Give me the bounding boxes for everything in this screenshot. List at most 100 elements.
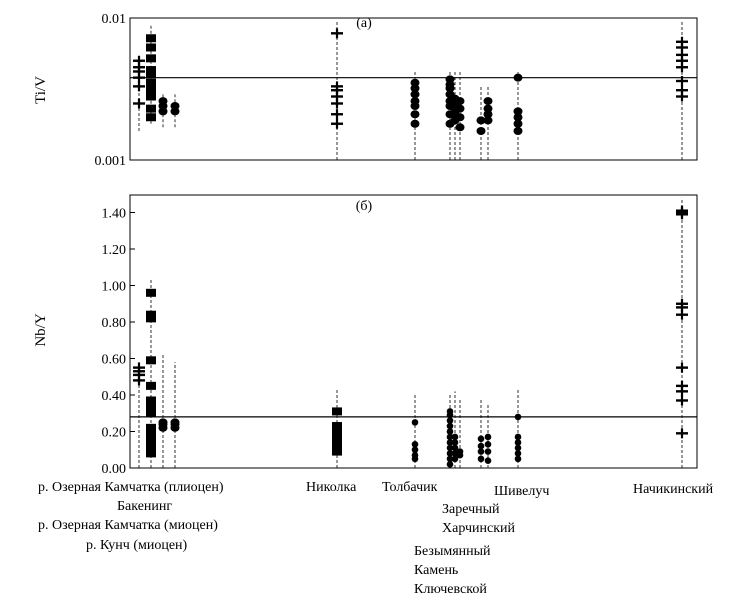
data-point-panel-2-s12-1 [514,450,522,457]
data-point-panel-1-s2-7 [146,54,156,63]
data-point-panel-2-s8-3 [451,439,459,446]
category-label-bakening: Бакенинг [117,499,173,514]
data-point-panel-2-s2-12 [146,288,156,297]
data-point-panel-1-s2-5 [146,70,156,79]
data-point-panel-2-s2-0 [146,449,156,458]
panel-2-ytick-label-5: 1.00 [102,280,127,295]
data-point-panel-1-s3-2 [158,97,168,106]
panel-1-ytick-label-0: 0.01 [102,12,127,27]
data-point-panel-2-s7-4 [446,439,454,446]
data-point-panel-2-s2-8 [146,381,156,390]
data-point-panel-1-s9-1 [455,113,465,122]
data-point-panel-2-s8-2 [451,444,459,452]
data-point-panel-2-s8-0 [451,455,459,463]
data-point-panel-1-s2-0 [146,113,156,122]
data-point-panel-2-s10-1 [477,448,485,455]
data-point-panel-1-s2-1 [146,104,156,113]
data-point-panel-1-s6-0 [410,119,420,128]
panel-1-frame [129,17,698,161]
data-point-panel-2-s7-5 [446,433,454,441]
data-point-panel-2-s11-3 [484,433,492,441]
data-point-panel-2-s2-7 [146,396,156,405]
panel-1-ylabel: Ti/V [33,76,49,104]
data-point-panel-2-s12-0 [514,455,522,463]
data-point-panel-1-s4-1 [170,102,180,111]
data-point-panel-2-s7-2 [446,450,454,457]
data-point-panel-1-s2-6 [146,66,156,75]
data-point-panel-2-s9-1 [456,448,464,455]
data-point-panel-1-s11-0 [483,116,493,125]
data-point-panel-2-s7-0 [446,461,454,468]
data-point-panel-1-s2-8 [146,43,156,52]
data-point-panel-2-s2-9 [146,356,156,365]
panel-1-ytick-label-1: 0.001 [95,154,127,169]
category-label-ozernaya-pliocene: р. Озерная Камчатка (плиоцен) [38,480,224,495]
data-point-panel-1-s6-6 [410,78,420,87]
panel-2-ytick-label-3: 0.60 [102,353,127,368]
data-point-panel-2-s2-4 [146,423,156,432]
data-point-panel-1-s2-2 [146,92,156,101]
data-point-panel-1-s6-3 [410,97,420,106]
data-point-panel-2-s11-1 [484,448,492,455]
data-point-panel-1-s9-0 [455,123,465,132]
data-point-panel-2-s8-1 [451,450,459,457]
data-point-panel-1-s2-3 [146,86,156,95]
data-point-panel-2-s7-8 [446,417,454,424]
data-point-panel-2-s12-4 [514,433,522,441]
category-label-nachikinsky: Начикинский [633,482,714,497]
data-point-panel-2-s7-1 [446,455,454,463]
data-point-panel-1-s9-3 [455,97,465,106]
data-point-panel-2-s6-4 [411,419,419,426]
panel-2-ytick-label-6: 1.20 [102,243,127,258]
category-label-tolbachik: Толбачик [382,480,438,495]
data-point-panel-1-s2-4 [146,78,156,87]
data-point-panel-2-s2-1 [146,442,156,451]
data-point-panel-2-s4-2 [170,418,180,427]
data-point-panel-2-s3-2 [158,418,168,427]
data-point-panel-2-s12-3 [514,439,522,446]
data-point-panel-1-s10-1 [476,116,486,125]
data-point-panel-1-s12-0 [513,127,523,136]
data-point-panel-2-s2-11 [146,310,156,319]
data-point-panel-2-s7-7 [446,422,454,430]
data-point-panel-2-s10-0 [477,455,485,463]
data-point-panel-2-s10-3 [477,435,485,443]
data-point-panel-2-s12-5 [514,413,522,421]
data-point-panel-2-s6-1 [411,451,419,459]
panel-2-ytick-label-7: 1.40 [102,207,127,222]
data-point-panel-2-s2-6 [146,401,156,410]
data-point-panel-2-s8-4 [451,433,459,441]
data-point-panel-2-s5-1 [332,440,342,449]
data-point-panel-2-s6-2 [411,446,419,454]
data-point-panel-1-s12-2 [513,113,523,122]
data-point-panel-2-s10-2 [477,442,485,450]
data-point-panel-1-s6-1 [410,110,420,119]
category-label-bezymyanny: Безымянный [414,544,491,559]
data-point-panel-2-s7-10 [446,408,454,415]
category-label-kunch-miocene: р. Кунч (миоцен) [86,538,188,553]
data-point-panel-2-s5-4 [332,427,342,436]
panel-2-ytick-label-4: 0.80 [102,316,127,331]
category-label-zarechny: Заречный [442,502,500,517]
data-point-panel-2-s2-3 [146,429,156,438]
category-label-kamen: Камень [414,563,459,578]
data-point-panel-1-s11-1 [483,110,493,119]
data-point-panel-2-s5-5 [332,422,342,431]
category-label-shiveluch: Шивелуч [494,484,550,499]
data-point-panel-2-s7-3 [446,444,454,452]
category-label-ozernaya-miocene: р. Озерная Камчатка (миоцен) [38,518,218,533]
data-point-panel-1-s6-4 [410,90,420,99]
panel-2-ytick-label-2: 0.40 [102,389,127,404]
category-label-klyuchevskoy: Ключевской [414,582,487,597]
category-label-kharchinsky: Харчинский [442,521,516,536]
panel-2-ytick-label-0: 0.00 [102,462,127,477]
data-point-panel-2-s11-2 [484,440,492,448]
panel-2-frame [129,194,698,469]
panel-2-label: (б) [356,199,373,214]
data-point-panel-1-s9-2 [455,104,465,113]
panel-2-ylabel: Nb/Y [33,313,49,347]
data-point-panel-2-s2-2 [146,436,156,445]
data-point-panel-2-s2-5 [146,409,156,418]
data-point-panel-2-s5-0 [332,447,342,456]
